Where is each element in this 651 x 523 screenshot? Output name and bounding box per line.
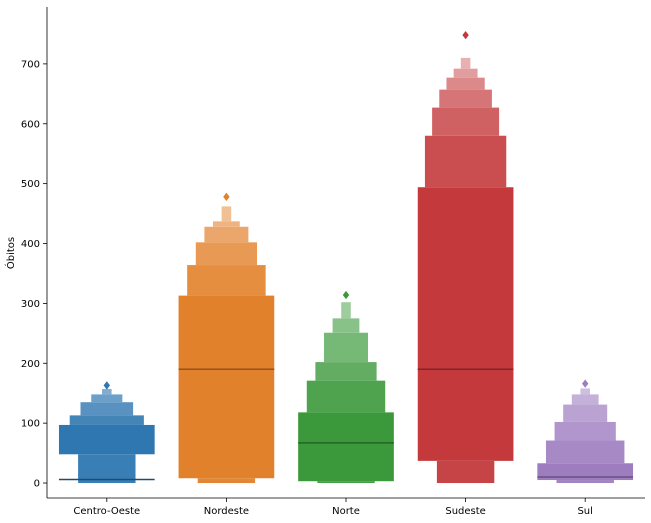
y-tick-label: 200 (21, 359, 40, 370)
x-tick-label: Nordeste (204, 506, 249, 517)
boxen-box (178, 295, 275, 479)
boxen-box (204, 226, 249, 243)
boxen-box (80, 402, 134, 416)
x-tick-label: Centro-Oeste (73, 506, 140, 517)
boxen-box (213, 221, 240, 227)
boxen-box (58, 424, 155, 455)
boxen-box (424, 135, 507, 188)
y-tick-label: 400 (21, 239, 40, 250)
y-tick-label: 500 (21, 179, 40, 190)
boxen-box (436, 460, 495, 484)
boxen-box (315, 362, 377, 381)
boxen-box (195, 242, 258, 266)
boxen-box (317, 481, 375, 484)
boxen-box (453, 68, 478, 78)
outlier-point (342, 290, 350, 300)
series-nordeste (178, 192, 275, 484)
boxen-box (446, 77, 485, 90)
y-tick-label: 100 (21, 419, 40, 430)
boxen-box (91, 394, 123, 403)
boxen-box (197, 478, 256, 484)
outlier-point (103, 381, 110, 390)
y-tick-label: 300 (21, 299, 40, 310)
series-sudeste (417, 30, 514, 484)
series-centro-oeste (58, 381, 155, 484)
outlier-point (462, 30, 469, 40)
boxen-box (102, 389, 112, 395)
series-sul (537, 379, 634, 484)
boxen-box (537, 463, 634, 481)
outlier-point (582, 379, 589, 388)
x-tick-label: Sul (577, 506, 592, 517)
boxen-box (432, 107, 500, 136)
boxen-box (187, 265, 266, 296)
y-tick-label: 0 (34, 479, 40, 490)
y-tick-label: 700 (21, 59, 40, 70)
boxen-box (69, 415, 144, 425)
x-axis: Centro-Oeste Nordeste Norte Sudeste Sul (47, 497, 645, 517)
boxen-box (556, 480, 614, 484)
boxen-box (341, 302, 351, 319)
boxen-box (563, 404, 608, 422)
boxen-box (332, 318, 360, 333)
boxen-box (554, 421, 616, 441)
boxen-box (221, 206, 232, 222)
plot-area (58, 30, 634, 484)
boxen-box (78, 454, 136, 484)
boxen-box (298, 412, 394, 482)
boxen-box (306, 380, 386, 413)
x-tick-label: Norte (332, 506, 360, 517)
boxen-box (460, 57, 471, 69)
outlier-point (223, 192, 230, 201)
boxen-box (545, 440, 625, 464)
boxen-box (417, 187, 514, 461)
boxen-box (571, 394, 599, 405)
y-tick-label: 600 (21, 119, 40, 130)
boxen-box (580, 388, 590, 395)
boxen-box (439, 89, 492, 108)
y-axis-title: Óbitos (4, 237, 17, 269)
y-axis: 0 100 200 300 400 500 600 700 (21, 7, 48, 498)
x-tick-label: Sudeste (445, 506, 485, 517)
boxen-box (323, 332, 368, 363)
series-norte (298, 290, 394, 484)
